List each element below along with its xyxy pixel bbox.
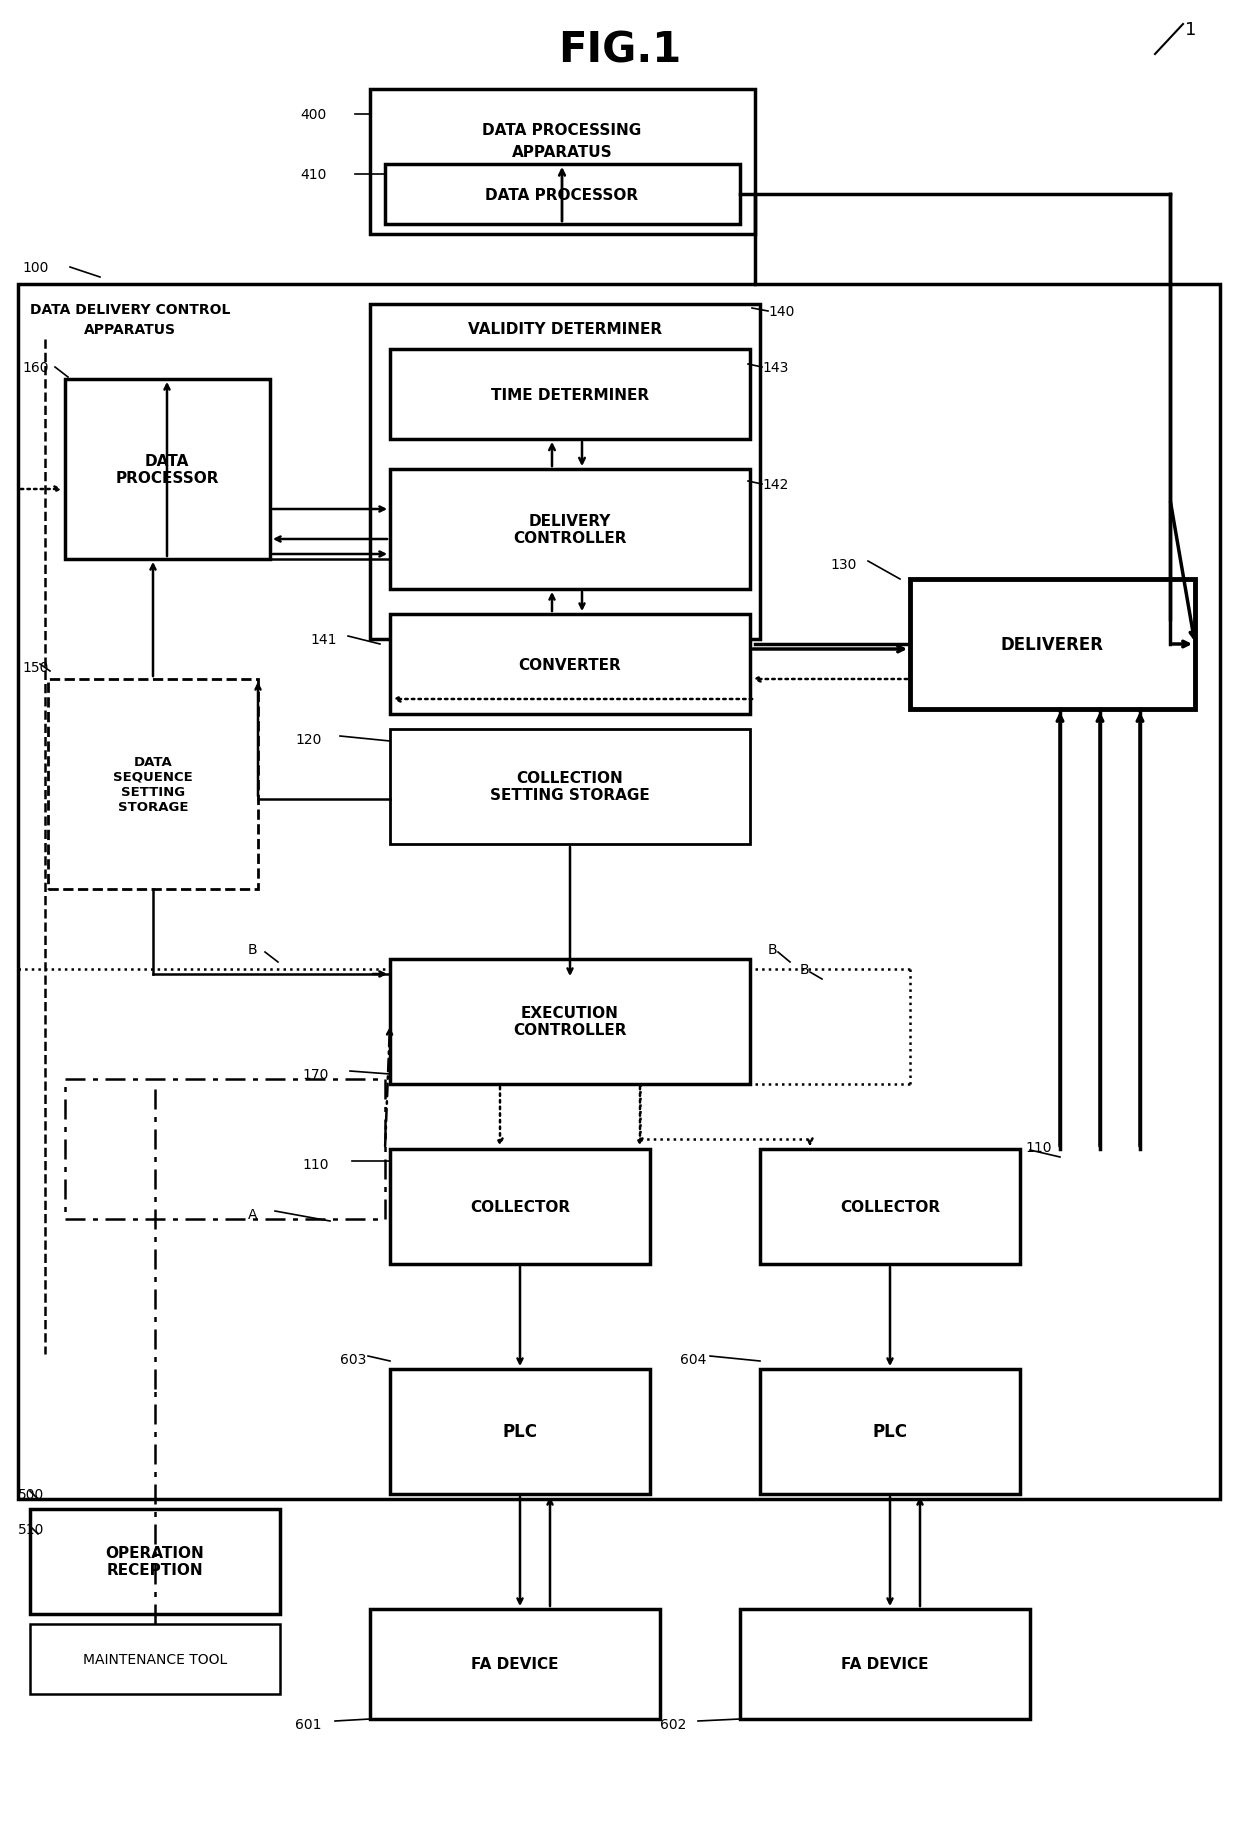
FancyBboxPatch shape bbox=[391, 614, 750, 715]
Text: 120: 120 bbox=[295, 732, 321, 747]
FancyBboxPatch shape bbox=[391, 349, 750, 440]
FancyBboxPatch shape bbox=[910, 579, 1195, 710]
FancyBboxPatch shape bbox=[391, 1370, 650, 1493]
Text: 510: 510 bbox=[19, 1523, 45, 1536]
Text: COLLECTOR: COLLECTOR bbox=[470, 1199, 570, 1214]
Text: COLLECTION
SETTING STORAGE: COLLECTION SETTING STORAGE bbox=[490, 771, 650, 804]
FancyBboxPatch shape bbox=[370, 305, 760, 640]
Text: 140: 140 bbox=[768, 305, 795, 318]
Text: 160: 160 bbox=[22, 360, 48, 375]
FancyBboxPatch shape bbox=[391, 1149, 650, 1265]
Text: DELIVERER: DELIVERER bbox=[1001, 636, 1104, 653]
Text: DATA PROCESSOR: DATA PROCESSOR bbox=[485, 188, 639, 202]
Text: VALIDITY DETERMINER: VALIDITY DETERMINER bbox=[467, 322, 662, 337]
Text: 100: 100 bbox=[22, 261, 48, 274]
Text: DELIVERY
CONTROLLER: DELIVERY CONTROLLER bbox=[513, 513, 626, 546]
FancyBboxPatch shape bbox=[760, 1149, 1021, 1265]
Text: 410: 410 bbox=[300, 167, 326, 182]
FancyBboxPatch shape bbox=[391, 730, 750, 844]
Text: 500: 500 bbox=[19, 1488, 45, 1501]
Text: PLC: PLC bbox=[873, 1422, 908, 1440]
Text: B: B bbox=[768, 942, 777, 956]
FancyBboxPatch shape bbox=[370, 1609, 660, 1719]
Text: 400: 400 bbox=[300, 109, 326, 121]
Text: A: A bbox=[248, 1208, 258, 1221]
Text: 141: 141 bbox=[310, 633, 336, 647]
Text: DATA
PROCESSOR: DATA PROCESSOR bbox=[115, 454, 218, 485]
Text: PLC: PLC bbox=[502, 1422, 537, 1440]
Text: 130: 130 bbox=[830, 557, 857, 572]
Text: DATA DELIVERY CONTROL: DATA DELIVERY CONTROL bbox=[30, 303, 231, 316]
FancyBboxPatch shape bbox=[64, 381, 270, 559]
FancyBboxPatch shape bbox=[760, 1370, 1021, 1493]
Text: FIG.1: FIG.1 bbox=[558, 29, 682, 72]
Text: 601: 601 bbox=[295, 1718, 321, 1730]
Text: 603: 603 bbox=[340, 1352, 366, 1366]
Text: TIME DETERMINER: TIME DETERMINER bbox=[491, 388, 649, 403]
FancyBboxPatch shape bbox=[391, 469, 750, 590]
Text: B: B bbox=[248, 942, 258, 956]
Text: COLLECTOR: COLLECTOR bbox=[839, 1199, 940, 1214]
Text: 1: 1 bbox=[1185, 20, 1197, 39]
Text: MAINTENANCE TOOL: MAINTENANCE TOOL bbox=[83, 1651, 227, 1666]
Text: FA DEVICE: FA DEVICE bbox=[841, 1657, 929, 1672]
Text: DATA
SEQUENCE
SETTING
STORAGE: DATA SEQUENCE SETTING STORAGE bbox=[113, 756, 193, 813]
Text: 604: 604 bbox=[680, 1352, 707, 1366]
FancyBboxPatch shape bbox=[391, 960, 750, 1085]
FancyBboxPatch shape bbox=[30, 1624, 280, 1694]
Text: 110: 110 bbox=[1025, 1140, 1052, 1155]
Text: DATA PROCESSING: DATA PROCESSING bbox=[482, 123, 641, 138]
Text: OPERATION
RECEPTION: OPERATION RECEPTION bbox=[105, 1545, 205, 1578]
Text: APPARATUS: APPARATUS bbox=[84, 324, 176, 337]
FancyBboxPatch shape bbox=[48, 680, 258, 890]
Text: EXECUTION
CONTROLLER: EXECUTION CONTROLLER bbox=[513, 1006, 626, 1037]
FancyBboxPatch shape bbox=[19, 285, 1220, 1499]
Text: 143: 143 bbox=[763, 360, 789, 375]
Text: 150: 150 bbox=[22, 660, 48, 675]
Text: APPARATUS: APPARATUS bbox=[512, 145, 613, 160]
Text: CONVERTER: CONVERTER bbox=[518, 657, 621, 671]
FancyBboxPatch shape bbox=[30, 1510, 280, 1615]
Text: 142: 142 bbox=[763, 478, 789, 491]
Text: 170: 170 bbox=[303, 1067, 329, 1081]
FancyBboxPatch shape bbox=[370, 90, 755, 235]
FancyBboxPatch shape bbox=[64, 1079, 384, 1219]
FancyBboxPatch shape bbox=[740, 1609, 1030, 1719]
FancyBboxPatch shape bbox=[384, 166, 740, 224]
Text: 110: 110 bbox=[303, 1157, 329, 1171]
Text: B: B bbox=[800, 962, 810, 977]
Text: 602: 602 bbox=[660, 1718, 687, 1730]
Text: FA DEVICE: FA DEVICE bbox=[471, 1657, 559, 1672]
